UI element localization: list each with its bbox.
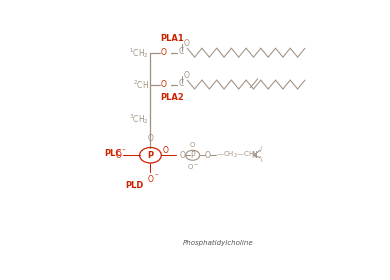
- Text: P: P: [147, 151, 154, 160]
- Text: O: O: [115, 151, 121, 160]
- Text: Phosphatidylcholine: Phosphatidylcholine: [183, 239, 254, 246]
- Text: PLD: PLD: [125, 181, 144, 190]
- Text: PLC: PLC: [104, 149, 122, 158]
- Text: $^-$: $^-$: [121, 148, 127, 153]
- Text: PLA1: PLA1: [160, 34, 184, 43]
- Text: O: O: [147, 175, 153, 184]
- Text: O: O: [179, 151, 185, 160]
- Text: O: O: [183, 71, 189, 80]
- Text: O: O: [147, 134, 153, 143]
- Text: \: \: [260, 156, 262, 162]
- Text: —CH$_2$—CH$_2$: —CH$_2$—CH$_2$: [216, 150, 259, 160]
- Text: $^3$CH$_2$: $^3$CH$_2$: [129, 112, 149, 126]
- Text: /: /: [260, 146, 262, 152]
- Text: C: C: [179, 47, 184, 56]
- Text: O: O: [205, 151, 211, 160]
- Text: O: O: [190, 142, 195, 148]
- Text: $^-$: $^-$: [154, 173, 160, 178]
- Text: $^1$CH$_2$: $^1$CH$_2$: [129, 46, 149, 60]
- Text: PLA2: PLA2: [160, 92, 184, 102]
- Text: O: O: [163, 146, 168, 155]
- Text: O: O: [161, 80, 167, 89]
- Text: O: O: [183, 39, 189, 48]
- Text: $^2$CH: $^2$CH: [133, 78, 149, 91]
- Text: C: C: [179, 79, 184, 88]
- Text: N: N: [251, 151, 257, 160]
- Text: O$^-$: O$^-$: [187, 162, 199, 171]
- Text: O: O: [161, 48, 167, 57]
- Text: P: P: [190, 151, 195, 160]
